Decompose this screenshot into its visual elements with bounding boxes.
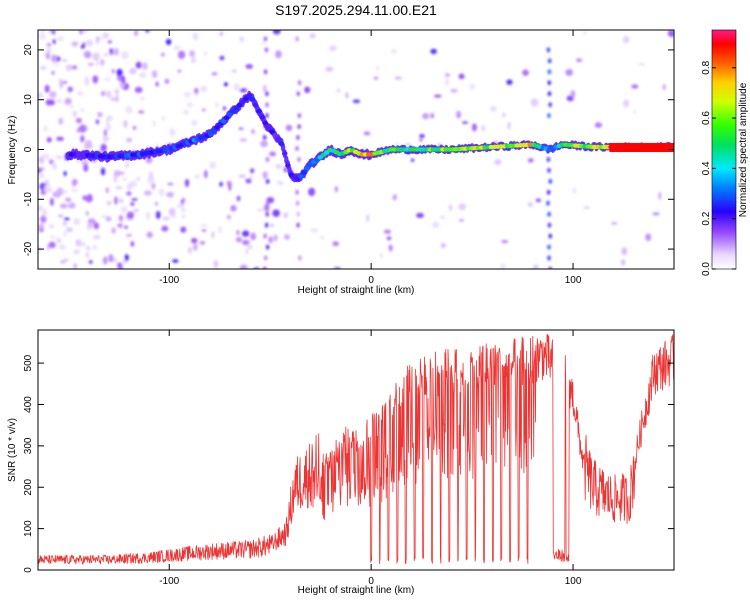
snr-ytick-label: 0 [23,567,34,573]
snr-ytick-label: 400 [23,396,34,413]
colorbar: 0.0 0.2 0.4 0.6 0.8 Normalized spectral ampl… [701,29,749,276]
spectrogram-xtick-label: 0 [368,275,374,286]
colorbar-ticks: 0.0 0.2 0.4 0.6 0.8 [701,60,736,276]
snr-ylabel: SNR (10 * v/v) [7,418,18,482]
snr-ytick-label: 500 [23,354,34,371]
snr-ytick-label: 100 [23,520,34,537]
spectrogram-xtick-label: 100 [565,275,582,286]
spectrogram-ytick-label: 0 [23,146,34,152]
snr-xlabel: Height of straight line (km) [298,585,415,596]
spectrogram-ylabel: Frequency (Hz) [7,116,18,185]
snr-ytick-label: 300 [23,437,34,454]
spectrogram-ytick-label: -20 [23,241,34,256]
snr-axes: -100 0 100 0 100 200 300 400 500 [23,330,674,587]
colorbar-tick-label: 0.4 [701,161,712,175]
colorbar-label: Normalized spectral amplitude [738,82,749,217]
spectrogram-xlabel: Height of straight line (km) [298,285,415,296]
ridge-tail [609,143,674,152]
snr-xtick-label: 0 [368,576,374,587]
colorbar-tick-label: 0.2 [701,211,712,225]
spectrogram-ytick-label: 20 [23,44,34,56]
spectrogram-ytick-label: -10 [23,192,34,207]
snr-series-line [38,334,674,565]
colorbar-tick-label: 0.0 [701,262,712,276]
snr-xtick-label: -100 [159,576,179,587]
snr-panel: -100 0 100 0 100 200 300 400 500 Height of strai… [7,329,675,596]
chart-title: S197.2025.294.11.00.E21 [275,2,437,18]
colorbar-tick-label: 0.6 [701,111,712,125]
spectrogram-ytick-label: 10 [23,94,34,106]
spectrogram-xtick-label: -100 [159,275,179,286]
colorbar-gradient [712,30,736,269]
spectrogram-noise [38,30,674,269]
snr-frame [37,329,675,571]
spectrogram-content [38,30,674,269]
snr-xtick-label: 100 [565,576,582,587]
spectrogram-ridge [65,90,674,183]
colorbar-frame [711,29,737,270]
colorbar-tick-label: 0.8 [701,60,712,74]
snr-ytick-label: 200 [23,478,34,495]
